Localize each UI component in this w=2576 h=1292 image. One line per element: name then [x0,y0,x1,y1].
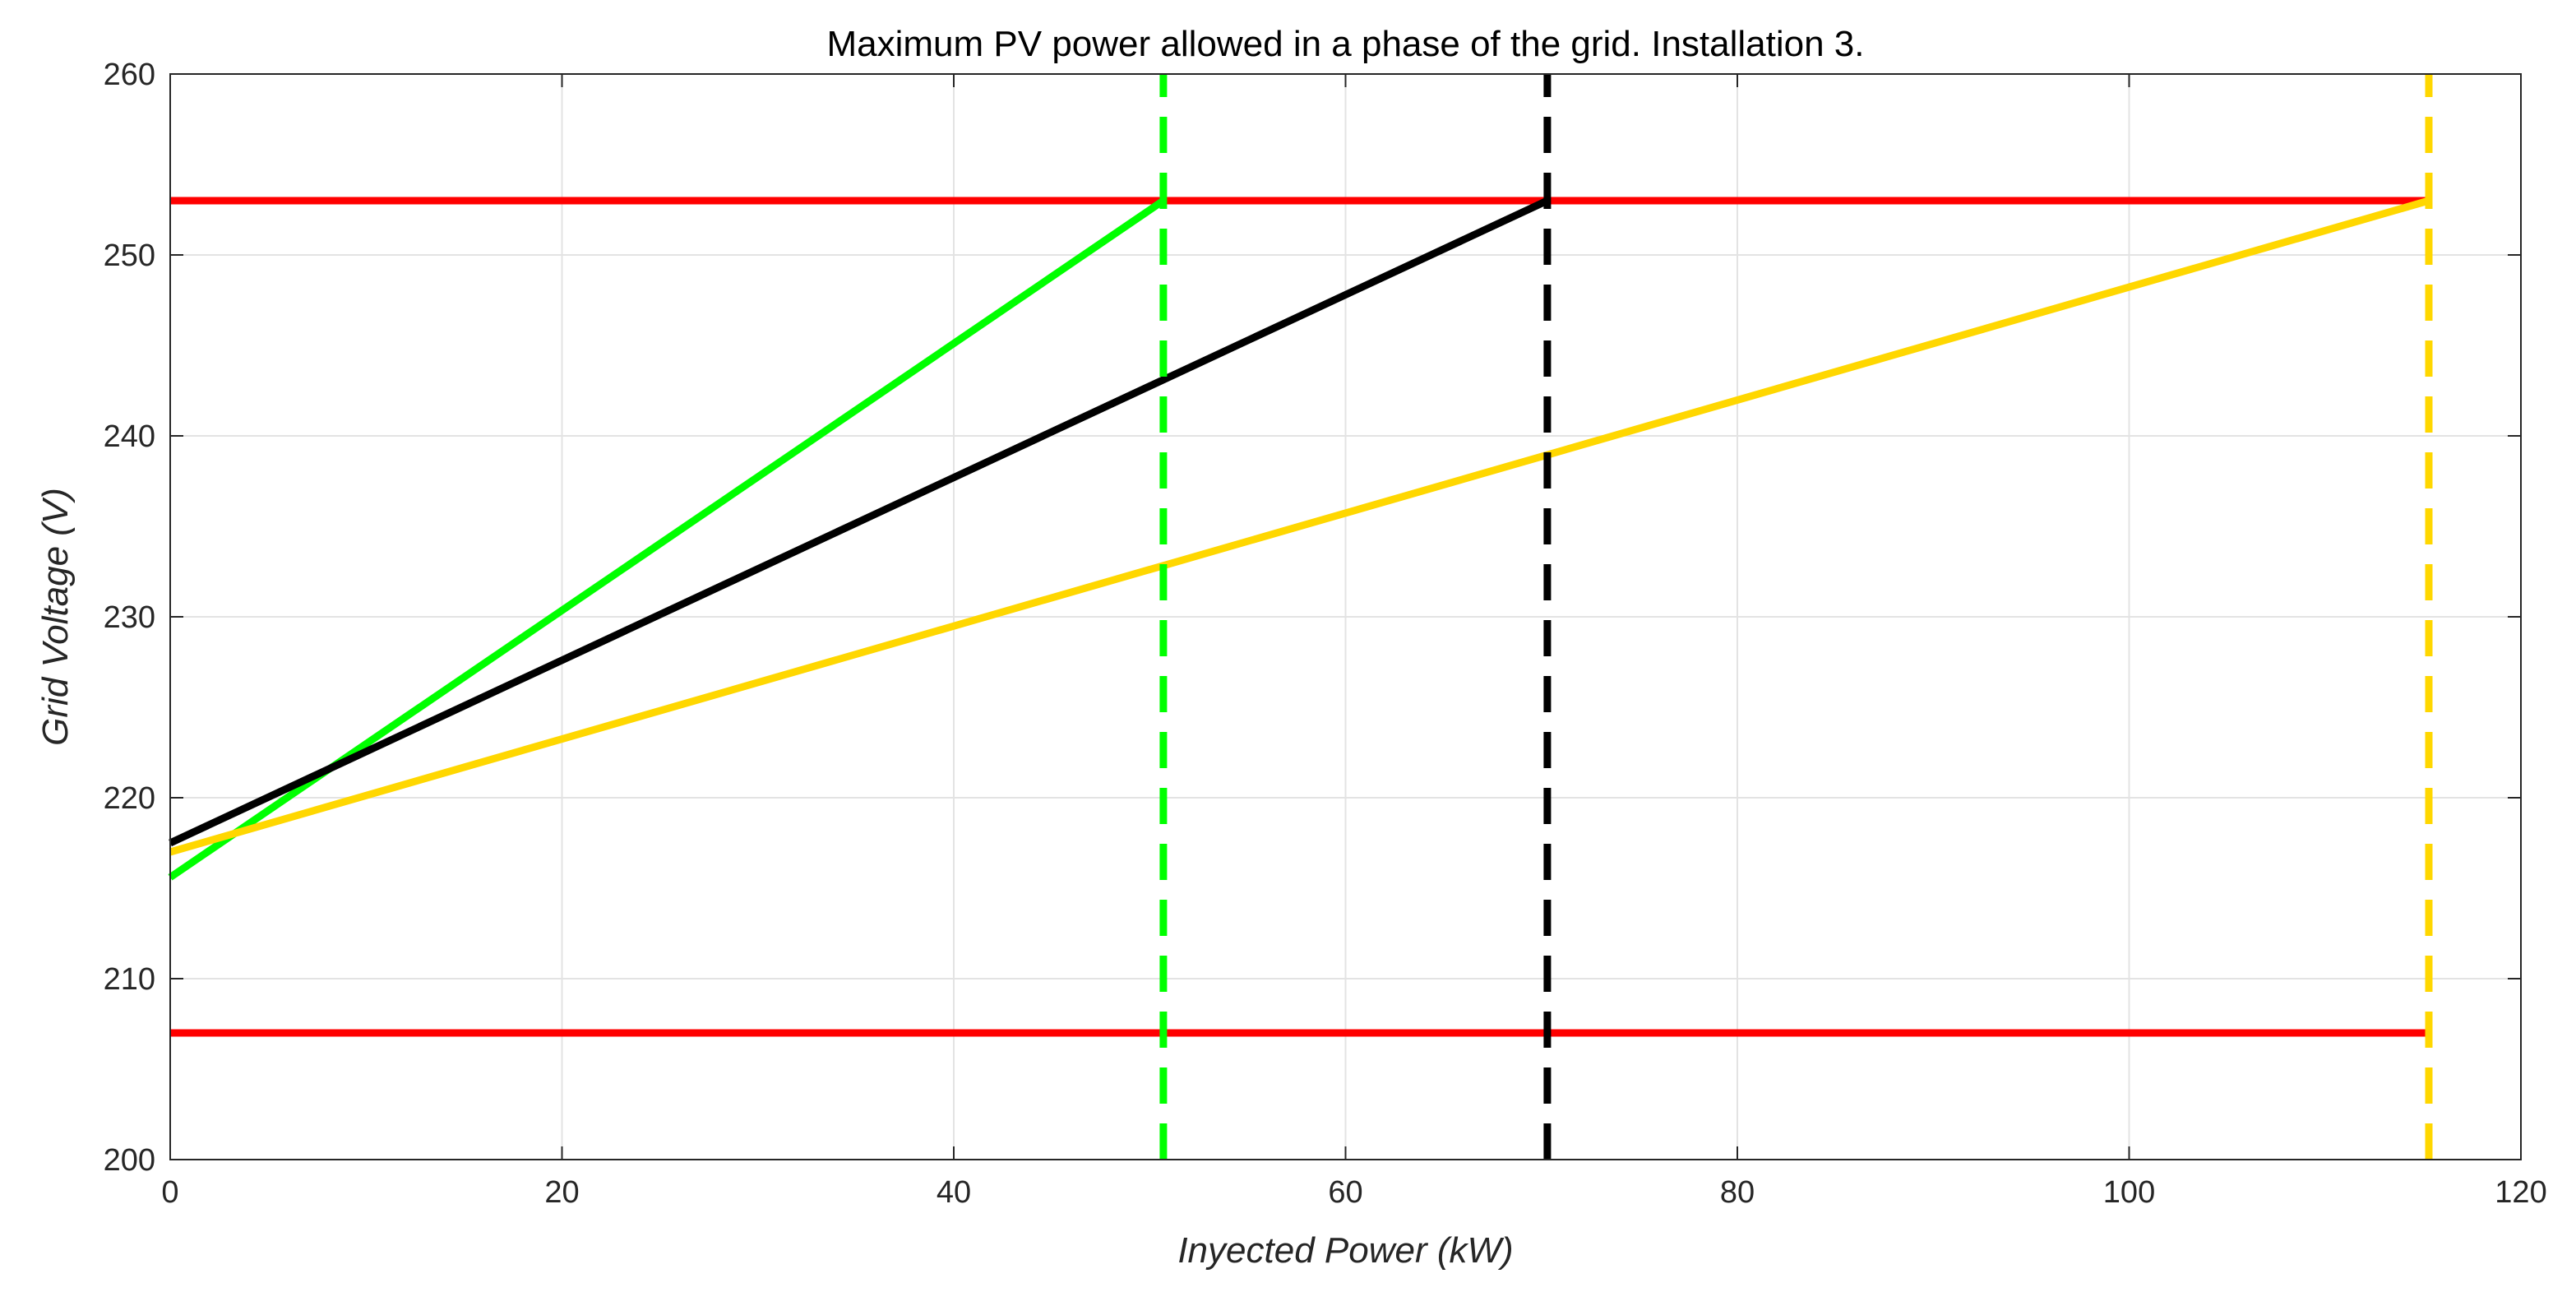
y-axis-title: Grid Voltage (V) [35,488,76,746]
x-tick-label: 60 [1328,1175,1362,1210]
series-yellow-voltage-line [169,197,2430,856]
series-black-voltage-line [169,197,1549,847]
x-tick-label: 80 [1720,1175,1755,1210]
x-tick-label: 20 [544,1175,579,1210]
chart-title: Maximum PV power allowed in a phase of t… [827,24,1865,64]
y-tick-label: 240 [104,419,155,454]
series-layer [168,74,2433,1160]
y-tick-label: 200 [104,1143,155,1178]
y-tick-label: 250 [104,238,155,273]
x-tick-label: 0 [161,1175,178,1210]
y-tick-label: 220 [104,781,155,816]
x-tick-label: 120 [2495,1175,2546,1210]
y-tick-label: 260 [104,58,155,92]
y-tick-label: 230 [104,600,155,635]
x-axis-title: Inyected Power (kW) [1177,1230,1513,1271]
y-tick-label: 210 [104,962,155,997]
x-tick-label: 40 [937,1175,971,1210]
tick-layer: 0 20 40 60 80 100 120 200 210 220 230 240 250 260 [104,58,2547,1210]
x-tick-label: 100 [2103,1175,2155,1210]
